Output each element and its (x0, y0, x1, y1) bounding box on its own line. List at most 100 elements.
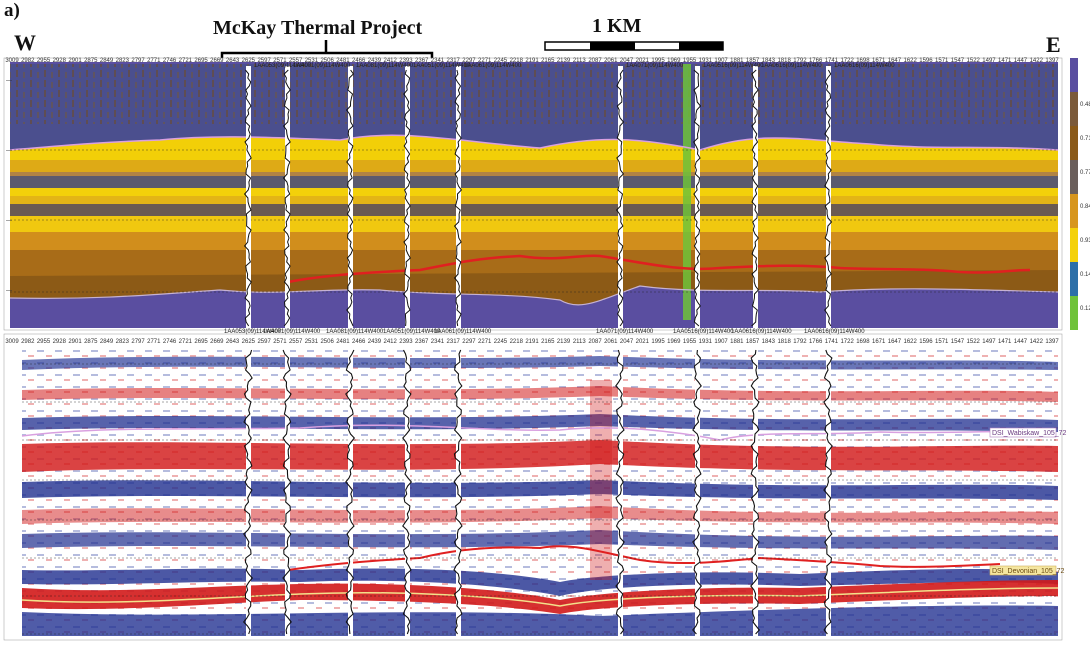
well-log-trace-bottom (615, 349, 625, 635)
cdp-label: 2113 (573, 58, 587, 64)
well-label: 1AA0616(09)114W400 (804, 329, 865, 335)
cdp-label: 2165 (541, 339, 555, 345)
cdp-label: 2625 (242, 339, 256, 345)
cdp-label: 2823 (116, 339, 130, 345)
cdp-label: 2721 (179, 58, 193, 64)
cdp-label: 2245 (494, 58, 508, 64)
cdp-label: 2571 (273, 58, 287, 64)
cdp-labels-top: 3009 2982 2955 2928 2901 2875 2849 2823 2797 2771… (5, 58, 1059, 64)
well-label: 1AA081(09)114W400 (326, 329, 384, 335)
well-label: 1AA071(09)114W400 (293, 63, 351, 69)
cdp-label: 1818 (777, 339, 791, 345)
cdp-label: 2797 (131, 58, 145, 64)
colorbar-labels: 0.48 0.71 0.77 0.84 0.93 0.14 0.12 (1080, 102, 1090, 312)
svg-text:—: — (6, 78, 12, 84)
cdp-label: 2297 (462, 339, 476, 345)
cdp-label: 1622 (904, 339, 918, 345)
cdp-label: 1881 (730, 58, 744, 64)
cdp-label: 1857 (746, 339, 760, 345)
cdp-label: 2439 (368, 58, 382, 64)
cdp-label: 2271 (478, 58, 492, 64)
cdp-label: 2531 (305, 58, 319, 64)
cdp-label: 1995 (651, 58, 665, 64)
cdp-label: 1671 (872, 58, 886, 64)
well-label: 1AA0616(09)114W400 (761, 63, 822, 69)
cdp-label: 2087 (588, 58, 602, 64)
cdp-label: 2297 (462, 58, 476, 64)
seismic-panel (3, 333, 1063, 641)
well-label: 1AA0616(09)114W400 (731, 329, 792, 335)
cdp-label: 2218 (510, 58, 524, 64)
cdp-label: 1792 (793, 339, 807, 345)
svg-text:—: — (6, 148, 12, 154)
cdp-label: 1955 (683, 58, 697, 64)
cdp-label: 2218 (510, 339, 524, 345)
cdp-label: 2191 (525, 58, 539, 64)
cdp-label: 1766 (809, 58, 823, 64)
cdp-label: 2317 (447, 58, 461, 64)
cdp-label: 2341 (431, 339, 445, 345)
well-log-trace-bottom (750, 349, 761, 635)
cdp-label: 1931 (699, 58, 713, 64)
cdp-label: 2875 (84, 58, 98, 64)
cdp-label: 2721 (179, 339, 193, 345)
well-gap-top (753, 66, 758, 328)
well-gap-bottom (826, 346, 831, 636)
cdp-label: 2317 (447, 339, 461, 345)
cdp-label: 2797 (131, 339, 145, 345)
cdp-label: 1843 (762, 58, 776, 64)
well-gap-bottom (405, 346, 410, 636)
cdp-label: 2087 (588, 339, 602, 345)
cdp-label: 2531 (305, 339, 319, 345)
well-label: 1AA053(09)114W400 (224, 329, 282, 335)
cdp-label: 2393 (399, 339, 413, 345)
well-gap-top (618, 66, 623, 328)
cdp-label: 2771 (147, 339, 161, 345)
cdp-label: 2271 (478, 339, 492, 345)
cdp-label: 2367 (415, 339, 429, 345)
cdp-label: 2982 (21, 339, 35, 345)
well-log-trace-top (751, 69, 760, 327)
well-log-trace-top (345, 69, 355, 327)
well-log-trace-bottom (402, 349, 413, 635)
cdp-label: 2643 (226, 58, 240, 64)
cdp-label: 1881 (730, 339, 744, 345)
well-log-trace-top (693, 69, 702, 327)
cdp-label: 1969 (667, 58, 681, 64)
cdp-label: 2439 (368, 339, 382, 345)
cdp-label: 1843 (762, 339, 776, 345)
cdp-label: 2466 (352, 339, 366, 345)
cdp-label: 2669 (210, 339, 224, 345)
cdp-label: 2643 (226, 339, 240, 345)
cdp-label: 2047 (620, 339, 634, 345)
cdp-label: 2597 (257, 339, 271, 345)
well-gap-top (348, 66, 353, 328)
colorbar-value: 0.14 (1080, 272, 1090, 278)
scale-bar (544, 41, 724, 51)
cdp-label: 1955 (683, 339, 697, 345)
cdp-label: 1907 (714, 339, 728, 345)
well-log-trace-bottom (242, 349, 254, 635)
cdp-label: 2245 (494, 339, 508, 345)
cdp-label: 1471 (998, 339, 1012, 345)
well-log-trace-top (453, 69, 463, 327)
cdp-label: 2191 (525, 339, 539, 345)
cdp-label: 1596 (919, 339, 933, 345)
cdp-label: 2746 (163, 339, 177, 345)
well-gap-bottom (246, 346, 251, 636)
cdp-label: 2557 (289, 339, 303, 345)
project-label: McKay Thermal Project (213, 17, 423, 39)
well-label: 1AA0616(09)114W400 (834, 63, 895, 69)
cdp-label: 2695 (194, 339, 208, 345)
colorbar-value: 0.71 (1080, 136, 1090, 142)
well-log-trace-top (824, 69, 833, 327)
well-gap-top (405, 66, 410, 328)
cdp-label: 1857 (746, 58, 760, 64)
cdp-label: 2746 (163, 58, 177, 64)
cdp-label: 1422 (1030, 339, 1044, 345)
well-label: 1AA053(09)114W400 (254, 63, 312, 69)
well-log-trace-bottom (453, 349, 463, 635)
cdp-label: 2875 (84, 339, 98, 345)
